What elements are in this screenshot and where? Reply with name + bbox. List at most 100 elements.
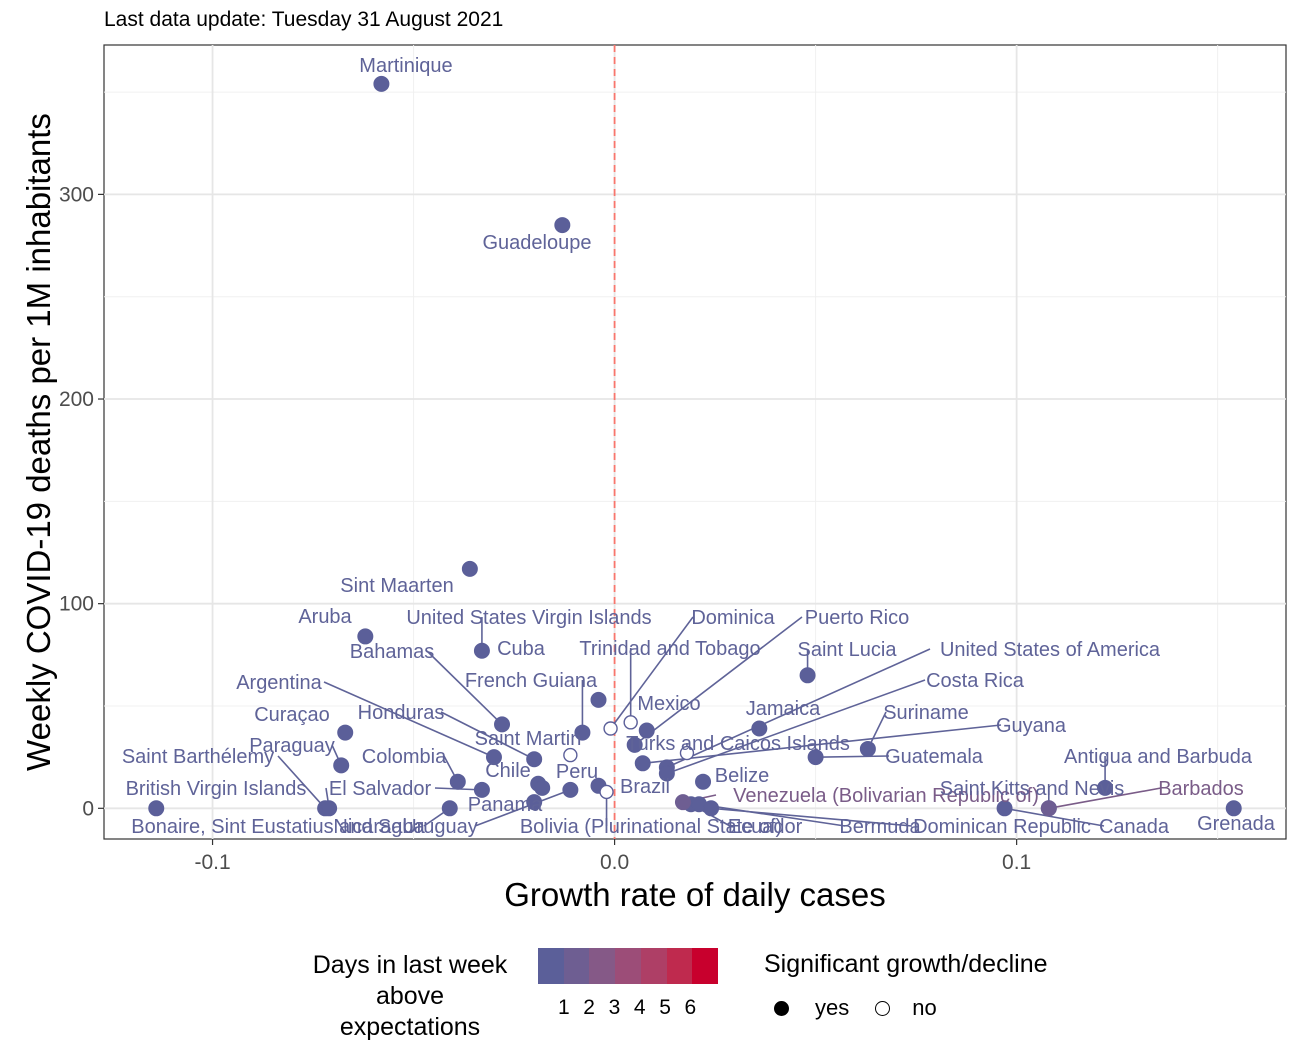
y-tick-label: 0 [82, 797, 94, 820]
leader-line [815, 755, 890, 758]
point-label: Grenada [1197, 813, 1276, 835]
shape-legend-yes: yes [815, 995, 850, 1020]
point-antigua-and-barbuda [1097, 779, 1114, 796]
point-brazil [534, 779, 551, 796]
point-panama [526, 794, 543, 811]
color-legend-step [589, 948, 616, 984]
shape-legend: Significant growth/decline yes no [764, 950, 1048, 1021]
point-mexico [638, 722, 655, 739]
point-saint-martin [563, 747, 578, 763]
point-cura-ao [337, 724, 354, 741]
point-label: Guadeloupe [483, 232, 592, 254]
point-aruba [357, 628, 374, 645]
color-legend-tick-label: 6 [684, 996, 697, 1019]
point-label: Suriname [883, 702, 969, 724]
point-label: Guatemala [885, 746, 984, 768]
point-label: Martinique [359, 55, 452, 77]
point-label: Mexico [637, 693, 700, 715]
point-label: Costa Rica [926, 670, 1025, 692]
leader-line [1048, 787, 1162, 810]
point-label: Dominica [691, 607, 775, 629]
point-label: Antigua and Barbuda [1064, 746, 1253, 768]
point-label: Paraguay [249, 735, 335, 757]
point-label: Colombia [362, 746, 447, 768]
point-label: Nicaragua [333, 816, 425, 838]
point-label: United States Virgin Islands [406, 607, 651, 629]
color-legend-title-line-1: Days in last week [312, 951, 508, 979]
point-bahamas [494, 716, 511, 733]
point-guyana [634, 755, 651, 772]
leader-line [1004, 807, 1105, 827]
color-legend-step [692, 948, 719, 984]
point-martinique [373, 75, 390, 92]
point-guatemala [807, 749, 824, 766]
point-label: Ecuador [728, 816, 803, 838]
point-saint-lucia [799, 667, 816, 684]
x-tick-label: 0.1 [1002, 851, 1031, 874]
plot-panel [103, 44, 1287, 840]
chart-caption: Last data update: Tuesday 31 August 2021 [104, 8, 504, 31]
leader-line [440, 711, 535, 760]
point-canada [996, 800, 1013, 817]
point-cuba [590, 691, 607, 708]
point-label: Barbados [1158, 778, 1244, 800]
shape-legend-no: no [912, 995, 937, 1020]
leader-line [426, 650, 503, 725]
point-el-salvador [473, 781, 490, 798]
point-british-virgin-islands [321, 800, 338, 817]
point-costa-rica [658, 765, 675, 782]
color-legend-title-line-2: above [375, 982, 445, 1010]
color-legend-tick-label: 1 [558, 996, 570, 1019]
leader-line [666, 679, 926, 775]
point-label: Dominican Republic [913, 816, 1091, 838]
point-label: Honduras [358, 702, 445, 724]
leader-line [666, 648, 931, 769]
leader-line [277, 755, 326, 809]
point-sint-maarten [461, 560, 478, 577]
point-jamaica [751, 720, 768, 737]
point-label: Aruba [298, 606, 352, 628]
point-nicaragua [441, 800, 458, 817]
filled-circle-icon [774, 1000, 789, 1016]
y-tick-label: 200 [59, 388, 94, 411]
color-legend-step [563, 948, 590, 984]
point-dominica [603, 721, 618, 736]
x-tick-label: 0.0 [600, 851, 629, 874]
point-french-guiana [574, 724, 591, 741]
point-label: Bonaire, Sint Eustatius and Saba [131, 816, 425, 838]
data-points [148, 75, 1242, 817]
axis-ticks: -0.1 0.0 0.1 0 100 200 300 [59, 183, 1031, 874]
point-label: Canada [1099, 816, 1170, 838]
point-label: Saint Barthélemy [122, 746, 274, 768]
label-leader-lines [277, 616, 1162, 827]
point-label: Panama [468, 794, 543, 816]
leader-line [323, 681, 495, 758]
color-legend: Days in last week above expectations [290, 950, 530, 1043]
shape-legend-title: Significant growth/decline [764, 950, 1048, 978]
scatter-chart: Martinique Guadeloupe Sint Maarten Aruba Uni… [20, 44, 1287, 913]
leader-line [634, 616, 803, 746]
point-label: Bolivia (Plurinational State of) [520, 816, 782, 838]
color-legend-tick-label: 3 [608, 996, 621, 1019]
point-venezuela-bolivarian-republic-of- [674, 794, 691, 811]
point-label: British Virgin Islands [126, 778, 307, 800]
point-belize [695, 773, 712, 790]
color-legend-tick-label: 2 [583, 996, 595, 1019]
point-guadeloupe [554, 217, 571, 234]
point-label: Saint Kitts and Nevis [940, 778, 1125, 800]
point-bolivia-plurinational-state-of- [599, 784, 614, 800]
point-label: Puerto Rico [805, 607, 910, 629]
leader-line [711, 807, 913, 827]
color-legend-tick-label: 4 [633, 996, 646, 1019]
leader-line [474, 789, 571, 827]
point-label: Curaçao [254, 704, 330, 726]
point-label: Argentina [236, 672, 322, 694]
point-barbados [1040, 800, 1057, 817]
point-label: Trinidad and Tobago [579, 638, 760, 660]
point-paraguay [333, 757, 350, 774]
point-label: El Salvador [329, 778, 432, 800]
point-label: Turks and Caicos Islands [626, 733, 850, 755]
point-argentina [485, 749, 502, 766]
leader-line [698, 803, 846, 827]
point-label: Chile [485, 760, 531, 782]
